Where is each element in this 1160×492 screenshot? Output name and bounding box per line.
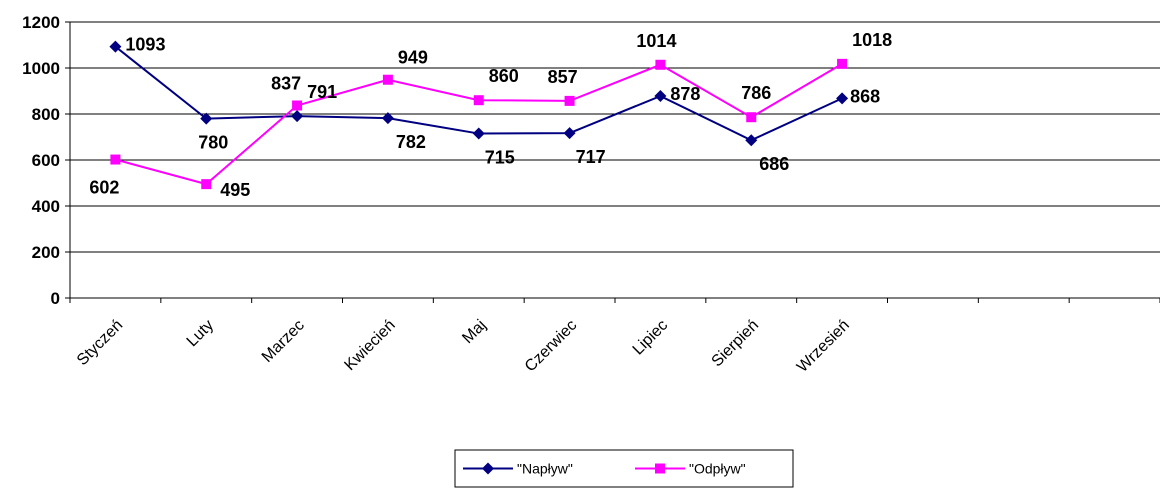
x-tick-label: Sierpień bbox=[709, 317, 763, 371]
data-label: 868 bbox=[850, 86, 880, 106]
data-label: 949 bbox=[398, 48, 428, 68]
axes bbox=[65, 21, 1160, 303]
data-label: 857 bbox=[548, 67, 578, 87]
data-label: 780 bbox=[198, 133, 228, 153]
data-point bbox=[745, 134, 758, 147]
legend-marker bbox=[655, 463, 665, 474]
x-tick-label: Kwiecień bbox=[341, 317, 398, 374]
data-label: 791 bbox=[307, 82, 337, 102]
y-tick-label: 600 bbox=[32, 151, 60, 170]
data-label: 782 bbox=[396, 132, 426, 152]
data-point bbox=[654, 90, 667, 103]
data-label: 495 bbox=[220, 180, 250, 200]
x-tick-label: Maj bbox=[459, 317, 489, 347]
data-point bbox=[292, 100, 303, 111]
data-label: 602 bbox=[89, 178, 119, 198]
data-point bbox=[564, 95, 575, 106]
data-point bbox=[110, 154, 121, 165]
data-point bbox=[563, 127, 576, 140]
y-tick-label: 1000 bbox=[22, 59, 60, 78]
data-point bbox=[382, 74, 393, 85]
data-point bbox=[473, 95, 484, 106]
gridlines bbox=[70, 21, 1160, 253]
data-label: 878 bbox=[670, 84, 700, 104]
legend: "Napływ" "Odpływ" bbox=[454, 449, 794, 488]
data-label: 686 bbox=[759, 154, 789, 174]
data-label: 1093 bbox=[125, 35, 165, 55]
legend-label: "Odpływ" bbox=[689, 461, 746, 477]
data-labels: 1093 780 791 782 715 717 878 686 868 602 495 837 949… bbox=[89, 30, 892, 200]
y-tick-label: 1200 bbox=[22, 13, 60, 32]
data-point bbox=[655, 59, 666, 70]
legend-marker bbox=[482, 462, 494, 475]
series-line-1 bbox=[115, 62, 843, 186]
data-label: 715 bbox=[485, 148, 515, 168]
x-tick-label: Marzec bbox=[259, 317, 308, 366]
data-label: 1018 bbox=[852, 30, 892, 50]
data-label: 717 bbox=[576, 147, 606, 167]
data-label: 786 bbox=[741, 83, 771, 103]
data-label: 837 bbox=[271, 73, 301, 93]
x-tick-label: Lipiec bbox=[630, 317, 672, 359]
data-point bbox=[381, 112, 394, 125]
data-point bbox=[201, 179, 212, 190]
data-point bbox=[472, 127, 485, 140]
data-point bbox=[200, 112, 213, 125]
data-point bbox=[836, 92, 849, 105]
data-label: 860 bbox=[489, 66, 519, 86]
y-tick-labels: 0 200 400 600 800 1000 1200 bbox=[22, 13, 60, 308]
x-tick-labels: Styczeń Luty Marzec Kwiecień Maj Czerwiec Lipi… bbox=[74, 317, 853, 376]
x-tick-label: Wrzesień bbox=[794, 317, 853, 376]
x-tick-label: Luty bbox=[184, 317, 217, 350]
y-tick-label: 0 bbox=[51, 289, 60, 308]
x-tick-label: Czerwiec bbox=[522, 317, 581, 376]
y-tick-label: 200 bbox=[32, 243, 60, 262]
legend-label: "Napływ" bbox=[517, 461, 573, 477]
y-tick-label: 400 bbox=[32, 197, 60, 216]
series-line-0 bbox=[114, 45, 843, 142]
data-point bbox=[291, 110, 304, 123]
data-label: 1014 bbox=[636, 31, 676, 51]
series-layer bbox=[109, 40, 849, 190]
x-tick-label: Styczeń bbox=[74, 317, 126, 369]
data-point bbox=[109, 40, 122, 53]
data-point bbox=[837, 58, 848, 69]
y-tick-label: 800 bbox=[32, 105, 60, 124]
data-point bbox=[746, 112, 757, 123]
